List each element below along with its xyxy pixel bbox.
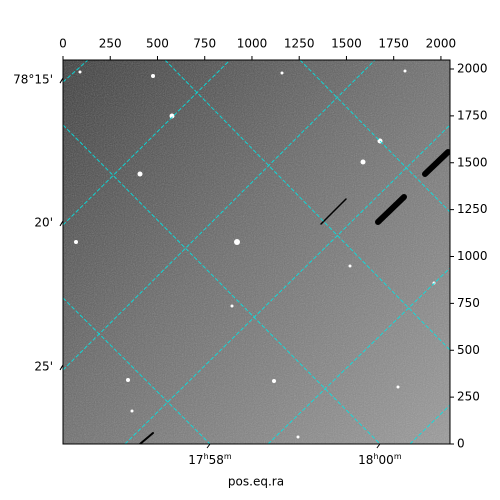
dec-tick-label: 78°15'	[13, 73, 53, 87]
x-tick-label: 1750	[378, 37, 409, 51]
x-tick-label: 0	[59, 37, 67, 51]
label-part: 00	[379, 453, 394, 467]
x-tick-label: 250	[99, 37, 122, 51]
x-axis-label: pos.eq.ra	[228, 475, 284, 489]
label-part: 18	[358, 453, 373, 467]
plot-frame	[62, 59, 451, 445]
y-tick-label: 250	[457, 390, 480, 404]
x-tick-label: 2000	[426, 37, 457, 51]
x-tick-label: 1250	[284, 37, 315, 51]
label-part: 17	[188, 453, 203, 467]
dec-tick	[59, 220, 64, 227]
ra-tick	[376, 443, 381, 449]
ra-tick	[206, 443, 211, 449]
x-tick-label: 750	[193, 37, 216, 51]
label-part: h	[373, 452, 378, 461]
y-tick-label: 2000	[457, 62, 488, 76]
dec-tick	[59, 77, 64, 84]
label-part: h	[204, 452, 209, 461]
x-tick-label: 1500	[331, 37, 362, 51]
y-tick-label: 1500	[457, 155, 488, 169]
sky-image	[63, 60, 450, 444]
coordinate-grid	[63, 60, 450, 444]
y-tick-label: 1000	[457, 249, 488, 263]
y-tick-label: 1750	[457, 108, 488, 122]
x-tick-label: 500	[146, 37, 169, 51]
ra-tick-label: 18h00m	[358, 452, 402, 467]
dec-tick	[59, 364, 64, 371]
y-tick-label: 0	[457, 437, 465, 451]
y-tick-label: 750	[457, 296, 480, 310]
label-part: m	[224, 452, 232, 461]
x-tick-label: 1000	[237, 37, 268, 51]
dec-tick-label: 20'	[34, 215, 53, 229]
label-part: 58	[209, 453, 224, 467]
y-tick-label: 1250	[457, 202, 488, 216]
dec-tick-label: 25'	[34, 359, 53, 373]
y-tick-label: 500	[457, 343, 480, 357]
ra-tick-label: 17h58m	[188, 452, 232, 467]
label-part: m	[394, 452, 402, 461]
